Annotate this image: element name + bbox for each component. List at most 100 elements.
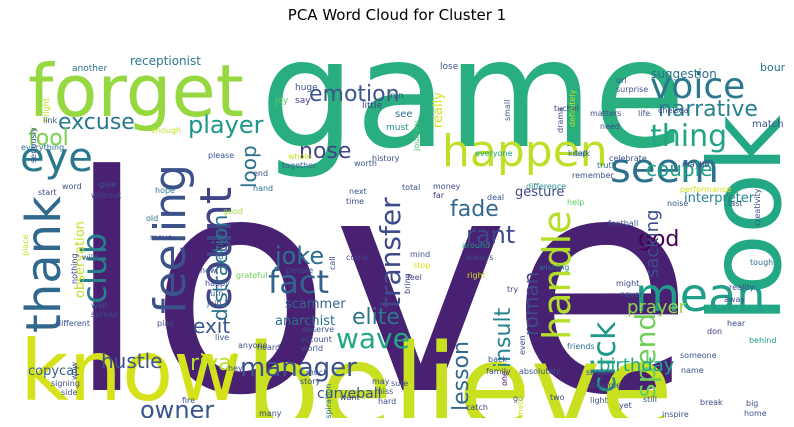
word-light: light xyxy=(590,396,608,405)
word-talk: talk xyxy=(575,149,590,158)
word-miss: miss xyxy=(375,387,393,396)
word-mind: mind xyxy=(410,250,430,259)
word-run: run xyxy=(390,91,403,100)
word-another: another xyxy=(72,64,107,74)
word-huge: huge xyxy=(295,83,318,93)
word-football: football xyxy=(608,219,638,228)
word-one: one xyxy=(500,371,509,386)
word-much: much xyxy=(306,368,328,377)
word-wave: wave xyxy=(336,322,410,355)
word-click: click xyxy=(585,321,623,393)
word-inspiration: inspiration xyxy=(324,384,333,418)
word-next: next xyxy=(349,187,367,196)
word-everything: everything xyxy=(21,143,64,152)
word-happen: happen xyxy=(442,126,608,177)
word-wild: wild xyxy=(82,253,98,262)
word-wow: wow xyxy=(70,362,79,380)
word-matters: matters xyxy=(590,109,621,118)
word-small: small xyxy=(503,100,512,121)
word-name: name xyxy=(681,366,704,375)
word-right: right xyxy=(467,271,486,280)
word-fire: fire xyxy=(182,396,195,405)
word-hustle: hustle xyxy=(101,349,162,373)
word-eye: eye xyxy=(20,135,93,181)
word-sacking: sacking xyxy=(642,209,663,278)
word-believe: believe xyxy=(245,318,673,418)
word-bright: bright xyxy=(42,98,51,122)
word-family: family xyxy=(486,367,511,376)
word-someone: someone xyxy=(680,351,717,360)
word-really: really xyxy=(431,92,446,128)
word-want: want xyxy=(340,393,360,402)
word-still: still xyxy=(643,395,657,404)
word-sure: sure xyxy=(391,379,408,388)
word-break: break xyxy=(700,398,723,407)
word-worth: worth xyxy=(354,159,377,168)
word-wait: wait xyxy=(91,301,108,310)
word-away: away xyxy=(724,295,745,304)
word-never: never xyxy=(620,290,644,299)
word-seriously: seriously xyxy=(29,127,38,163)
word-fade: fade xyxy=(450,197,499,222)
word-stop: stop xyxy=(413,261,430,270)
word-fact: fact xyxy=(268,263,329,301)
word-game: game xyxy=(260,28,686,182)
word-last: last xyxy=(728,199,742,208)
word-narrative: narrative xyxy=(658,97,758,122)
word-handle: handle xyxy=(535,210,579,340)
word-joke: joke xyxy=(274,242,324,270)
word-noise: noise xyxy=(667,199,688,208)
word-elite: elite xyxy=(352,305,400,330)
word-enough: enough xyxy=(151,126,181,135)
word-go: go xyxy=(513,394,523,403)
word-good: good xyxy=(223,207,243,216)
word-little: little xyxy=(362,101,383,111)
word-share: share xyxy=(478,416,500,418)
word-grateful: grateful xyxy=(236,271,267,280)
word-keep: keep xyxy=(568,149,587,158)
word-place: place xyxy=(21,234,30,256)
word-see: see xyxy=(395,109,413,120)
word-catch: catch xyxy=(466,403,488,412)
word-owner: owner xyxy=(140,396,214,418)
word-behind: behind xyxy=(749,336,776,345)
word-together: together xyxy=(282,161,317,170)
word-remember: remember xyxy=(572,171,615,180)
word-turn: turn xyxy=(207,289,223,298)
word-hard: hard xyxy=(378,397,396,406)
word-life: life xyxy=(638,109,650,118)
word-big: big xyxy=(746,399,758,408)
word-move: move xyxy=(150,233,172,242)
word-curveball: curveball xyxy=(317,386,381,402)
word-people: people xyxy=(286,266,313,275)
word-everyone: everyone xyxy=(475,149,513,158)
word-story: story xyxy=(300,377,320,386)
word-help: help xyxy=(567,198,584,207)
word-please: please xyxy=(208,151,234,160)
word-thing: thing xyxy=(650,119,727,154)
word-creativity: creativity xyxy=(753,188,762,226)
word-nothing: nothing xyxy=(70,253,79,284)
word-count: count xyxy=(191,187,242,311)
word-start: start xyxy=(38,188,57,197)
word-need: need xyxy=(600,122,620,131)
word-transfer: transfer xyxy=(374,197,407,308)
word-insult: insult xyxy=(491,307,516,368)
word-manager: manager xyxy=(240,353,357,383)
word-bring: bring xyxy=(403,273,412,294)
word-whole: whole xyxy=(288,152,312,161)
word-observation: observation xyxy=(73,221,88,298)
word-performance: performance xyxy=(680,185,731,194)
word-season: season xyxy=(586,368,614,377)
word-lose: lose xyxy=(440,62,459,72)
word-something: something xyxy=(516,384,525,418)
word-yet: yet xyxy=(619,401,632,410)
word-nose: nose xyxy=(299,139,351,164)
word-couple: couple xyxy=(646,157,712,181)
word-far: far xyxy=(433,191,445,200)
word-hear: hear xyxy=(727,319,746,328)
word-positivity: positivity xyxy=(216,228,225,265)
word-absolutely: absolutely xyxy=(519,367,561,376)
word-side: side xyxy=(61,388,77,397)
word-drama: drama xyxy=(556,107,565,133)
